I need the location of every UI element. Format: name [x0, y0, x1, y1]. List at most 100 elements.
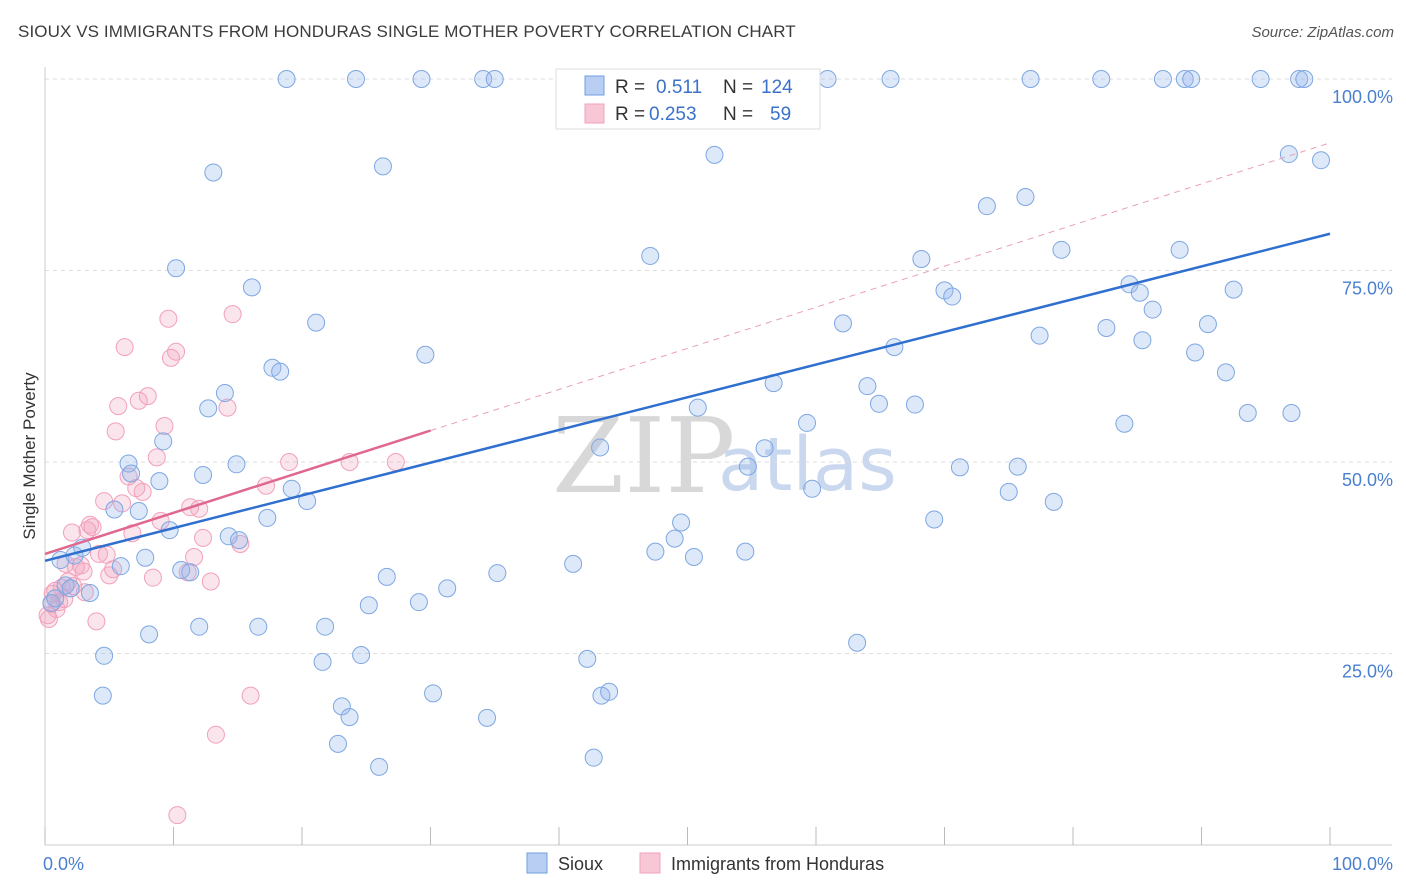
honduras-point	[185, 547, 204, 566]
sioux-point	[230, 531, 249, 550]
sioux-point	[150, 472, 169, 491]
sioux-point	[56, 576, 75, 595]
bottom-legend-swatch-sioux	[526, 852, 548, 874]
sioux-point	[316, 617, 335, 636]
sioux-point	[105, 500, 124, 519]
sioux-point	[1295, 70, 1314, 88]
sioux-point	[1130, 283, 1149, 302]
sioux-point	[1052, 240, 1071, 259]
sioux-point	[488, 564, 507, 583]
sioux-point	[154, 432, 173, 451]
legend-r-label-honduras: R =	[615, 104, 645, 125]
honduras-point	[80, 515, 99, 534]
sioux-point	[194, 466, 213, 485]
watermark-zip: ZIP	[552, 395, 735, 517]
sioux-point	[1186, 343, 1205, 362]
legend-n-label-sioux: N =	[723, 77, 753, 98]
sioux-point	[359, 596, 378, 615]
sioux-point	[943, 287, 962, 306]
sioux-point	[977, 197, 996, 216]
sioux-point	[167, 259, 186, 278]
sioux-point	[905, 395, 924, 414]
sioux-point	[271, 362, 290, 381]
honduras-point	[83, 518, 102, 537]
sioux-point	[688, 398, 707, 417]
sioux-point	[424, 684, 443, 703]
honduras-point	[206, 725, 225, 744]
honduras-point	[161, 348, 180, 367]
legend-swatch-sioux	[584, 75, 605, 96]
sioux-point	[584, 748, 603, 767]
sioux-point	[578, 649, 597, 668]
watermark-atlas: atlas	[718, 422, 897, 508]
honduras-point	[62, 523, 81, 542]
sioux-point	[672, 513, 691, 532]
sioux-point	[1016, 187, 1035, 206]
y-tick-label: 100.0%	[1332, 87, 1393, 107]
sioux-point	[755, 439, 774, 458]
sioux-point	[646, 542, 665, 561]
sioux-point	[190, 617, 209, 636]
sioux-point	[111, 557, 130, 576]
legend-r-value-sioux: 0.511	[656, 77, 702, 98]
honduras-point	[97, 545, 116, 564]
sioux-point	[478, 708, 497, 727]
y-axis-label: Single Mother Poverty	[20, 372, 39, 540]
sioux-point	[1153, 70, 1172, 88]
sioux-point	[370, 757, 389, 776]
y-tick-label: 25.0%	[1342, 662, 1393, 682]
honduras-trend-line	[44, 429, 431, 556]
sioux-point	[818, 70, 837, 88]
honduras-point	[89, 544, 108, 563]
sioux-point	[736, 542, 755, 561]
sioux-point	[340, 708, 359, 727]
grid-lines	[45, 78, 1392, 654]
sioux-point	[282, 479, 301, 498]
legend-n-value-sioux: 124	[761, 77, 793, 98]
honduras-point	[87, 612, 106, 631]
sioux-point	[999, 482, 1018, 501]
legend-n-label-honduras: N =	[723, 104, 753, 125]
sioux-point	[858, 377, 877, 396]
honduras-point	[75, 583, 94, 602]
sioux-point	[136, 548, 155, 567]
sioux-point	[1238, 403, 1257, 422]
sioux-point	[307, 313, 326, 332]
sioux-point	[869, 394, 888, 413]
sioux-point	[925, 510, 944, 529]
sioux-point	[328, 734, 347, 753]
sioux-point	[641, 246, 660, 265]
sioux-point	[803, 479, 822, 498]
sioux-point	[277, 70, 296, 88]
sioux-point	[1143, 300, 1162, 319]
honduras-point	[64, 577, 83, 596]
sioux-point	[313, 652, 332, 671]
sioux-point	[129, 502, 148, 521]
x-tick-label: 0.0%	[43, 854, 84, 874]
sioux-point	[738, 457, 757, 476]
honduras-point	[223, 305, 242, 324]
legend-box: R = 0.511 N = 124 R = 0.253 N = 59	[555, 68, 821, 130]
sioux-point	[416, 345, 435, 364]
bottom-legend: Sioux Immigrants from Honduras	[526, 852, 884, 874]
sioux-point	[848, 633, 867, 652]
bottom-legend-label-sioux: Sioux	[558, 854, 603, 874]
honduras-point	[168, 806, 187, 825]
honduras-point	[143, 568, 162, 587]
sioux-point	[438, 579, 457, 598]
sioux-point	[258, 508, 277, 527]
sioux-point	[95, 646, 114, 665]
sioux-point	[181, 563, 200, 582]
sioux-point	[242, 278, 261, 297]
sioux-point	[1282, 403, 1301, 422]
legend-n-value-honduras: 59	[770, 104, 791, 125]
sioux-point	[912, 250, 931, 269]
honduras-point	[201, 572, 220, 591]
series-honduras-points	[38, 305, 405, 825]
honduras-point	[167, 342, 186, 361]
sioux-point	[1044, 492, 1063, 511]
honduras-point	[218, 398, 237, 417]
honduras-point	[115, 338, 134, 357]
honduras-point	[138, 387, 157, 406]
